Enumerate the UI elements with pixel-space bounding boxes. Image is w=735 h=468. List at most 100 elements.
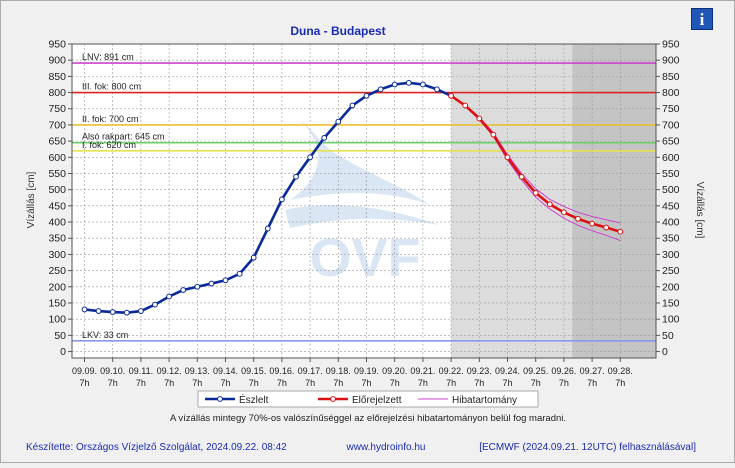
reference-line-label: III. fok: 800 cm	[82, 82, 141, 92]
watermark-wave-2	[285, 205, 440, 228]
x-tick-label-date: 09.27.	[580, 366, 605, 376]
legend-box	[197, 390, 539, 408]
watermark-wave-logo	[290, 120, 430, 205]
y-tick-label-right: 550	[662, 168, 680, 180]
observed-point	[95, 308, 102, 314]
observed-point	[293, 173, 299, 180]
forecast-point	[603, 224, 610, 231]
plot-border	[71, 43, 657, 359]
x-tick-label-hour: 7h	[559, 378, 569, 388]
y-tick-label-right: 650	[662, 136, 680, 148]
probability-note: A vízállás mintegy 70%-os valószínűségge…	[170, 413, 566, 424]
x-tick-label-hour: 7h	[277, 378, 287, 388]
y-tick-label-right: 200	[662, 281, 680, 293]
y-tick-label-left: 500	[48, 184, 66, 196]
y-tick-label-left: 150	[48, 297, 66, 309]
observed-point	[405, 79, 412, 86]
observed-point	[349, 102, 356, 109]
y-tick-label-right: 900	[662, 55, 680, 67]
observed-point	[194, 283, 201, 290]
y-tick-label-right: 350	[662, 233, 680, 245]
chart-title: Duna - Budapest	[290, 24, 385, 38]
legend-label: Észlelt	[239, 393, 269, 406]
observed-point	[138, 308, 144, 314]
x-tick-label-date: 09.20.	[382, 366, 407, 376]
x-tick-label-hour: 7h	[136, 378, 146, 388]
series-group	[81, 79, 624, 316]
observed-point	[250, 254, 257, 261]
reference-line-label: II. fok: 700 cm	[82, 114, 139, 124]
x-tick-label-hour: 7h	[418, 378, 428, 388]
x-tick-label-date: 09.21.	[410, 366, 435, 376]
x-tick-label-date: 09.10.	[100, 366, 125, 376]
y-tick-label-right: 150	[662, 297, 680, 309]
observed-point	[307, 154, 314, 161]
x-tick-label-hour: 7h	[390, 378, 400, 388]
forecast-point	[589, 220, 595, 227]
x-tick-label-date: 09.15.	[241, 366, 266, 376]
x-tick-label-date: 09.19.	[354, 366, 379, 376]
legend-marker	[330, 396, 336, 402]
observed-point	[208, 280, 215, 287]
x-tick-label-hour: 7h	[615, 378, 625, 388]
observed-point	[109, 309, 116, 315]
y-tick-label-left: 650	[48, 136, 66, 148]
y-tick-label-left: 50	[54, 330, 66, 342]
observed-point	[335, 118, 342, 125]
x-tick-label-hour: 7h	[220, 378, 230, 388]
y-tick-label-left: 350	[48, 233, 66, 245]
forecast-point	[561, 209, 567, 216]
footer-creator: Készítette: Országos Vízjelző Szolgálat,…	[26, 442, 287, 453]
observed-point	[166, 293, 173, 300]
forecast-point	[617, 228, 624, 235]
y-tick-label-right: 450	[662, 200, 680, 212]
y-tick-label-right: 0	[662, 346, 668, 358]
forecast-point	[518, 173, 525, 180]
y-tick-label-right: 50	[662, 330, 674, 342]
observed-point	[377, 86, 384, 93]
x-tick-label-date: 09.13.	[185, 366, 210, 376]
x-tick-label-date: 09.22.	[439, 366, 464, 376]
observed-point	[321, 134, 328, 141]
x-tick-label-hour: 7h	[502, 378, 512, 388]
forecast-far-region-shading	[572, 44, 656, 358]
y-tick-label-left: 450	[48, 200, 66, 212]
x-tick-label-hour: 7h	[79, 378, 89, 388]
y-tick-label-left: 600	[48, 152, 66, 164]
y-tick-label-left: 400	[48, 217, 66, 229]
y-tick-label-right: 750	[662, 103, 680, 115]
legend-marker	[217, 396, 223, 402]
x-tick-label-hour: 7h	[587, 378, 597, 388]
x-tick-label-date: 09.09.	[72, 366, 97, 376]
legend-label: Előrejelzett	[352, 395, 402, 406]
watermark-text: OVF	[309, 228, 420, 288]
reference-line-label: Alsó rakpart: 645 cm	[82, 132, 165, 142]
observed-point	[123, 309, 130, 316]
forecast-point	[532, 190, 539, 196]
x-tick-label-hour: 7h	[192, 378, 202, 388]
x-tick-label-date: 09.17.	[298, 366, 323, 376]
x-tick-label-hour: 7h	[474, 378, 484, 388]
y-tick-label-right: 850	[662, 71, 680, 83]
y-tick-label-left: 250	[48, 265, 66, 277]
observed-point	[222, 277, 229, 284]
info-icon[interactable]: i	[691, 8, 713, 30]
observed-point	[81, 306, 88, 313]
legend: Észlelt Előrejelzett Hibatartomány	[197, 390, 539, 408]
forecast-point	[504, 154, 511, 161]
x-tick-label-date: 09.12.	[157, 366, 182, 376]
footer-website[interactable]: www.hydroinfo.hu	[346, 442, 426, 453]
observed-point	[420, 81, 426, 88]
y-tick-label-left: 850	[48, 71, 66, 83]
forecast-point	[546, 201, 553, 208]
observed-point	[391, 81, 398, 88]
x-tick-label-hour: 7h	[446, 378, 456, 388]
x-axis: 09.09. 7h 09.10. 7h 09.11. 7h 09.12. 7h 09.13. 7h…	[72, 358, 633, 388]
observed-point	[363, 92, 370, 99]
y-tick-label-left: 200	[48, 281, 66, 293]
x-tick-label-hour: 7h	[164, 378, 174, 388]
y-axis-title-right: Vízállás [cm]	[694, 182, 705, 239]
x-tick-label-date: 09.11.	[129, 366, 153, 376]
